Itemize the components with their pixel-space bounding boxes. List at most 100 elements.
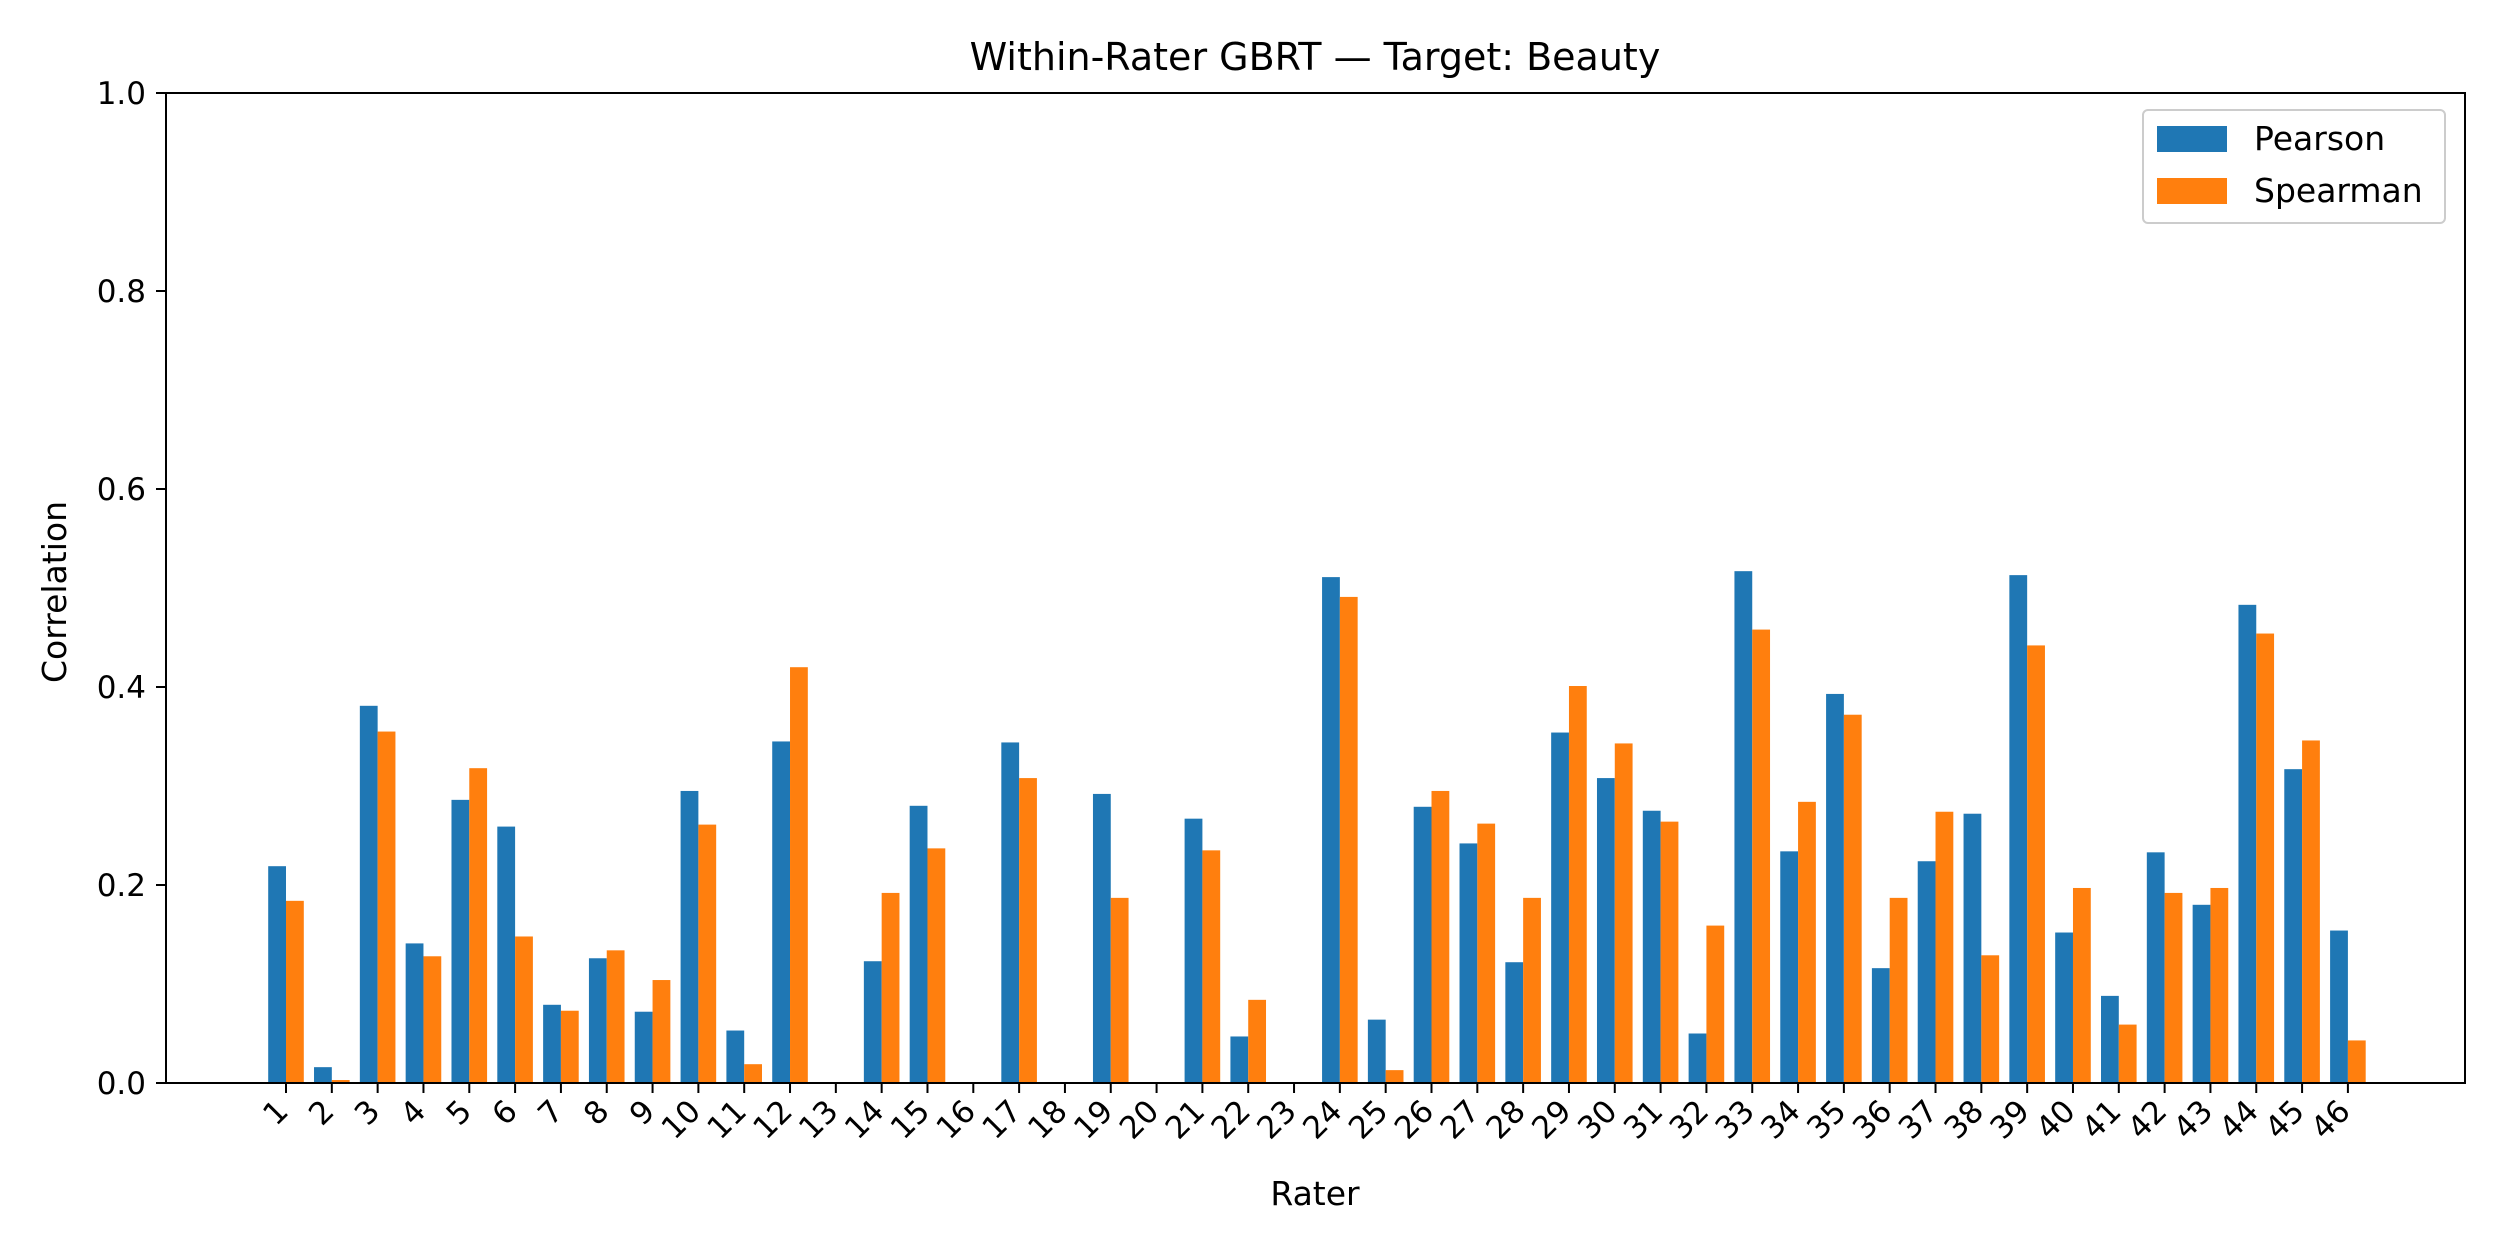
bar-spearman-8 xyxy=(606,950,625,1083)
bar-spearman-30 xyxy=(1614,743,1633,1083)
bar-spearman-43 xyxy=(2210,887,2229,1083)
bar-spearman-40 xyxy=(2072,887,2091,1083)
bar-pearson-25 xyxy=(1367,1019,1386,1083)
bar-spearman-38 xyxy=(1981,955,2000,1083)
bar-spearman-15 xyxy=(927,848,946,1083)
bar-pearson-35 xyxy=(1826,693,1844,1083)
bar-pearson-45 xyxy=(2284,769,2303,1083)
bar-spearman-1 xyxy=(286,900,304,1083)
bar-spearman-21 xyxy=(1202,850,1221,1083)
bar-pearson-14 xyxy=(863,961,882,1083)
y-tick-label: 0.4 xyxy=(97,670,146,706)
bar-spearman-6 xyxy=(515,936,533,1083)
y-tick-label: 0.0 xyxy=(97,1066,146,1102)
chart-title: Within-Rater GBRT — Target: Beauty xyxy=(970,35,1661,79)
y-axis-label: Correlation xyxy=(35,501,74,683)
bar-pearson-33 xyxy=(1734,571,1753,1083)
plot-frame xyxy=(165,92,2466,1084)
bar-spearman-42 xyxy=(2164,892,2183,1083)
bar-spearman-11 xyxy=(744,1064,762,1083)
bar-pearson-15 xyxy=(909,805,928,1083)
bar-pearson-2 xyxy=(314,1067,332,1083)
bar-pearson-36 xyxy=(1871,968,1890,1083)
bar-pearson-8 xyxy=(588,958,607,1083)
bar-pearson-24 xyxy=(1322,577,1340,1083)
bar-spearman-44 xyxy=(2256,633,2275,1083)
bar-pearson-19 xyxy=(1092,793,1111,1083)
bar-pearson-32 xyxy=(1688,1033,1707,1083)
bar-spearman-3 xyxy=(377,731,396,1083)
bar-pearson-29 xyxy=(1551,732,1569,1083)
bar-pearson-3 xyxy=(359,705,378,1083)
bar-pearson-28 xyxy=(1505,962,1524,1083)
bar-pearson-11 xyxy=(726,1030,745,1083)
bar-pearson-27 xyxy=(1459,843,1478,1083)
bar-pearson-41 xyxy=(2101,995,2119,1083)
bar-pearson-31 xyxy=(1642,810,1661,1083)
x-axis-label: Rater xyxy=(1270,1174,1360,1213)
bar-pearson-22 xyxy=(1230,1036,1249,1083)
bar-spearman-33 xyxy=(1752,629,1771,1083)
bar-pearson-39 xyxy=(2009,575,2028,1083)
bar-spearman-22 xyxy=(1248,999,1267,1083)
bar-spearman-26 xyxy=(1431,790,1450,1083)
bar-pearson-40 xyxy=(2055,932,2073,1083)
bar-spearman-35 xyxy=(1843,714,1862,1083)
bar-spearman-34 xyxy=(1798,801,1816,1083)
bar-spearman-14 xyxy=(881,892,900,1083)
bar-pearson-37 xyxy=(1917,861,1936,1083)
bar-spearman-9 xyxy=(652,980,671,1083)
bar-pearson-26 xyxy=(1413,806,1432,1083)
bar-pearson-21 xyxy=(1184,818,1203,1083)
bar-spearman-4 xyxy=(423,956,442,1083)
bar-spearman-41 xyxy=(2118,1024,2137,1083)
bar-pearson-7 xyxy=(543,1004,561,1083)
legend: Pearson Spearman xyxy=(2142,109,2446,224)
bar-spearman-10 xyxy=(698,824,717,1083)
bar-spearman-29 xyxy=(1568,686,1587,1083)
bar-spearman-25 xyxy=(1385,1070,1404,1083)
bar-pearson-30 xyxy=(1596,778,1615,1083)
bar-spearman-19 xyxy=(1110,897,1129,1083)
bar-pearson-9 xyxy=(634,1011,653,1083)
bar-pearson-5 xyxy=(451,799,470,1083)
bar-spearman-5 xyxy=(469,768,488,1083)
bar-pearson-12 xyxy=(772,741,791,1083)
bar-pearson-34 xyxy=(1780,851,1799,1083)
bar-pearson-42 xyxy=(2146,852,2165,1083)
bar-spearman-24 xyxy=(1339,596,1358,1083)
y-tick-label: 0.2 xyxy=(97,868,146,904)
bar-spearman-46 xyxy=(2347,1040,2366,1083)
y-axis-ticks: 0.0 0.2 0.4 0.6 0.8 1.0 xyxy=(97,76,166,1102)
bar-spearman-45 xyxy=(2302,740,2320,1083)
bar-pearson-46 xyxy=(2330,930,2348,1083)
bar-spearman-37 xyxy=(1935,811,1954,1083)
y-tick-label: 0.6 xyxy=(97,472,146,508)
bar-pearson-17 xyxy=(1001,742,1020,1083)
bar-spearman-36 xyxy=(1889,897,1908,1083)
bar-spearman-17 xyxy=(1019,778,1037,1083)
legend-label-pearson: Pearson xyxy=(2254,119,2385,158)
y-tick-label: 0.8 xyxy=(97,274,146,310)
bar-pearson-44 xyxy=(2238,604,2257,1083)
bar-pearson-1 xyxy=(268,866,286,1083)
legend-swatch-spearman xyxy=(2157,178,2227,204)
bar-pearson-38 xyxy=(1963,813,1982,1083)
bar-pearson-6 xyxy=(497,826,516,1083)
bar-spearman-7 xyxy=(560,1010,579,1083)
bar-spearman-32 xyxy=(1706,925,1725,1083)
bar-pearson-43 xyxy=(2192,904,2211,1083)
bar-spearman-28 xyxy=(1523,897,1541,1083)
y-tick-label: 1.0 xyxy=(97,76,146,112)
bar-spearman-27 xyxy=(1477,823,1496,1083)
bar-spearman-2 xyxy=(331,1080,350,1083)
bar-pearson-10 xyxy=(680,790,699,1083)
bar-spearman-31 xyxy=(1660,821,1679,1083)
bar-spearman-39 xyxy=(2027,645,2045,1083)
legend-swatch-pearson xyxy=(2157,126,2227,152)
bar-spearman-12 xyxy=(790,667,808,1083)
bar-pearson-4 xyxy=(405,943,424,1083)
legend-label-spearman: Spearman xyxy=(2254,171,2423,210)
